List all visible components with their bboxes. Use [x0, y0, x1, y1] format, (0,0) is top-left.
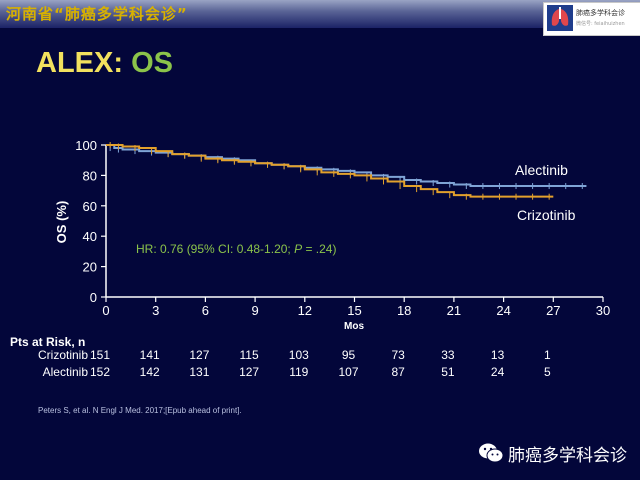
- risk-cell: 103: [288, 348, 309, 362]
- y-tick-label: 60: [83, 199, 97, 214]
- risk-cell: 87: [391, 365, 405, 379]
- lungs-logo-icon: [547, 5, 573, 31]
- risk-cell: 51: [441, 365, 455, 379]
- y-tick-label: 80: [83, 168, 97, 183]
- risk-cell: 5: [543, 365, 551, 379]
- y-tick-label: 40: [83, 229, 97, 244]
- risk-cell: 95: [341, 348, 356, 362]
- x-tick-label: 9: [251, 303, 258, 318]
- series-label-alectinib: Alectinib: [515, 162, 568, 178]
- x-tick-label: 27: [546, 303, 560, 318]
- x-tick-label: 24: [496, 303, 510, 318]
- risk-cell: 119: [289, 365, 309, 379]
- risk-cell: 127: [239, 365, 260, 379]
- risk-cell: 24: [490, 365, 505, 379]
- x-tick-label: 12: [298, 303, 312, 318]
- citation: Peters S, et al. N Engl J Med. 2017;[Epu…: [38, 406, 242, 415]
- x-tick-label: 15: [347, 303, 361, 318]
- chart-axes: 0 3 6 9 12 15 18 21 24 27 30 0 20 40 60 80 100: [75, 138, 610, 318]
- wechat-icon: [479, 443, 504, 463]
- risk-cell: 1: [543, 348, 551, 362]
- risk-cell: 127: [189, 348, 210, 362]
- x-tick-label: 0: [102, 303, 109, 318]
- risk-cell: 115: [239, 348, 259, 362]
- risk-cell: 142: [139, 365, 160, 379]
- x-axis-label: Mos: [344, 321, 364, 332]
- risk-table-heading: Pts at Risk, n: [10, 335, 86, 349]
- header-title: 河南省“肺癌多学科会诊”: [6, 5, 188, 23]
- chart-series-layer: Alectinib Crizotinib: [106, 142, 587, 223]
- risk-row-label: Crizotinib: [37, 348, 88, 362]
- y-tick-label: 0: [90, 290, 97, 305]
- risk-row-label: Alectinib: [42, 365, 88, 379]
- x-tick-label: 18: [397, 303, 411, 318]
- slide-title-part2: OS: [131, 47, 173, 79]
- logo: 肺癌多学科会诊 微信号: feiaihuizhen: [543, 2, 640, 36]
- y-tick-label: 100: [75, 138, 97, 153]
- risk-cell: 73: [391, 348, 405, 362]
- y-axis-label: OS (%): [54, 201, 69, 244]
- x-tick-label: 30: [596, 303, 610, 318]
- risk-cell: 131: [189, 365, 210, 379]
- risk-cell: 151: [89, 348, 111, 362]
- slide-title: ALEX: OS: [36, 47, 173, 80]
- y-tick-label: 20: [83, 260, 97, 275]
- hazard-ratio-annotation: HR: 0.76 (95% CI: 0.48-1.20; P = .24): [136, 242, 336, 256]
- x-tick-label: 6: [202, 303, 209, 318]
- series-line-crizotinib: [106, 144, 554, 198]
- risk-cell: 107: [338, 365, 359, 379]
- series-line-alectinib: [106, 144, 587, 188]
- slide-title-part1: ALEX:: [36, 47, 132, 79]
- logo-subtitle: 微信号: feiaihuizhen: [576, 21, 625, 27]
- header-bar: 河南省“肺癌多学科会诊”: [0, 0, 640, 28]
- wechat-account-name: 肺癌多学科会诊: [508, 446, 627, 466]
- risk-cell: 33: [441, 348, 455, 362]
- risk-cell: 141: [139, 348, 160, 362]
- logo-name: 肺癌多学科会诊: [576, 9, 625, 17]
- risk-cell: 152: [89, 365, 111, 379]
- risk-cell: 13: [490, 348, 505, 362]
- series-label-crizotinib: Crizotinib: [517, 207, 576, 223]
- x-tick-label: 21: [447, 303, 461, 318]
- x-tick-label: 3: [152, 303, 159, 318]
